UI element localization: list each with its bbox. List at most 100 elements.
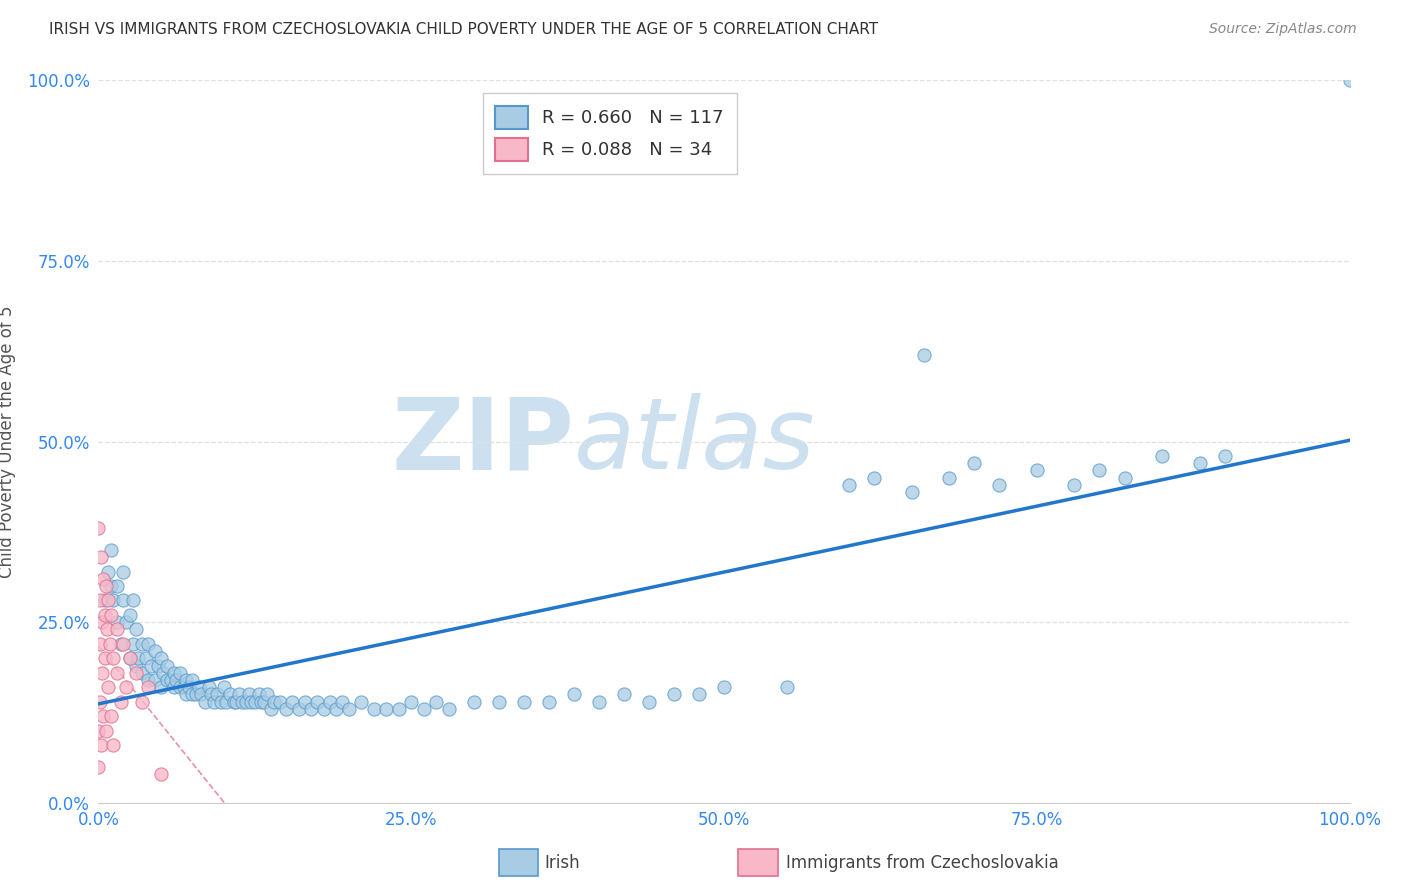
Point <box>412 702 434 716</box>
Point <box>98 637 121 651</box>
Point <box>97 565 120 579</box>
Point <box>162 680 184 694</box>
Point <box>160 673 183 687</box>
Point <box>118 607 141 622</box>
Point <box>312 702 335 716</box>
Point <box>100 542 122 557</box>
Point <box>238 687 260 701</box>
Point <box>138 637 160 651</box>
Point <box>713 680 735 694</box>
Point <box>260 702 283 716</box>
Point <box>94 723 117 738</box>
Y-axis label: Child Poverty Under the Age of 5: Child Poverty Under the Age of 5 <box>0 305 15 578</box>
Point <box>148 658 170 673</box>
Point <box>294 695 316 709</box>
Point <box>1026 463 1049 477</box>
Point <box>250 695 273 709</box>
Point <box>127 651 149 665</box>
Point <box>93 572 115 586</box>
Point <box>307 695 329 709</box>
Point <box>87 760 110 774</box>
Point <box>838 478 860 492</box>
Point <box>375 702 398 716</box>
Point <box>513 695 536 709</box>
Point <box>156 673 179 687</box>
Point <box>139 658 162 673</box>
Point <box>125 623 148 637</box>
Point <box>181 673 204 687</box>
Point <box>184 687 207 701</box>
Point <box>97 593 120 607</box>
Point <box>138 673 160 687</box>
Text: Source: ZipAtlas.com: Source: ZipAtlas.com <box>1209 22 1357 37</box>
Text: IRISH VS IMMIGRANTS FROM CZECHOSLOVAKIA CHILD POVERTY UNDER THE AGE OF 5 CORRELA: IRISH VS IMMIGRANTS FROM CZECHOSLOVAKIA … <box>49 22 879 37</box>
Text: atlas: atlas <box>574 393 815 490</box>
Point <box>89 593 111 607</box>
Point <box>197 680 219 694</box>
Point <box>105 579 128 593</box>
Point <box>1114 470 1136 484</box>
Point <box>125 665 148 680</box>
Point <box>143 644 166 658</box>
Point <box>900 485 922 500</box>
Point <box>89 637 111 651</box>
Point <box>363 702 385 716</box>
Point <box>263 695 285 709</box>
Point <box>100 709 122 723</box>
Point <box>938 470 960 484</box>
Point <box>115 680 138 694</box>
Point <box>662 687 685 701</box>
Point <box>228 687 250 701</box>
Point <box>218 687 240 701</box>
Point <box>912 348 935 362</box>
Point <box>194 695 217 709</box>
Point <box>150 680 173 694</box>
Point <box>122 637 145 651</box>
Point <box>131 695 153 709</box>
Point <box>252 695 274 709</box>
Point <box>115 615 138 630</box>
Point <box>131 665 153 680</box>
Point <box>1213 449 1236 463</box>
Point <box>243 695 266 709</box>
Point <box>988 478 1011 492</box>
Point <box>131 637 153 651</box>
Point <box>87 723 110 738</box>
Point <box>100 579 122 593</box>
Point <box>562 687 585 701</box>
Point <box>93 593 115 607</box>
Point <box>105 665 128 680</box>
Point <box>1150 449 1173 463</box>
Point <box>177 680 200 694</box>
Point <box>94 579 117 593</box>
Point <box>138 680 160 694</box>
Point <box>776 680 799 694</box>
Point <box>222 695 245 709</box>
Text: ZIP: ZIP <box>391 393 574 490</box>
Point <box>93 607 115 622</box>
Point <box>103 738 125 752</box>
Point <box>863 470 886 484</box>
Point <box>122 593 145 607</box>
Point <box>209 695 232 709</box>
Point <box>212 680 235 694</box>
Point <box>135 651 157 665</box>
Point <box>488 695 510 709</box>
Point <box>225 695 247 709</box>
Point <box>287 702 309 716</box>
Point <box>125 658 148 673</box>
Point <box>112 565 135 579</box>
Point <box>110 637 132 651</box>
Point <box>350 695 373 709</box>
Point <box>174 687 197 701</box>
Point <box>143 673 166 687</box>
Point <box>215 695 238 709</box>
Point <box>240 695 263 709</box>
Point <box>537 695 560 709</box>
Point <box>152 665 174 680</box>
Point <box>165 673 187 687</box>
Point <box>1339 73 1361 87</box>
Text: Irish: Irish <box>544 854 579 871</box>
Point <box>162 665 184 680</box>
Point <box>200 687 222 701</box>
